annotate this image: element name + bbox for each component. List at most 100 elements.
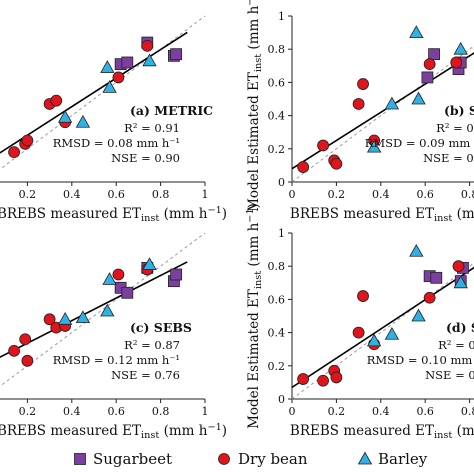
y-tick-label: 0.2 xyxy=(268,360,286,373)
legend-marker xyxy=(74,453,86,465)
panel-title: (a) METRIC xyxy=(130,103,213,118)
panel-title: (b) SEBAL xyxy=(444,103,474,118)
data-point xyxy=(366,139,382,153)
data-point xyxy=(357,290,369,302)
data-point xyxy=(297,373,310,385)
data-point xyxy=(452,260,465,273)
data-point xyxy=(21,134,34,147)
one-to-one-line xyxy=(0,15,206,170)
x-tick-label: 0.2 xyxy=(328,405,346,418)
data-point xyxy=(409,243,424,257)
data-point xyxy=(357,78,369,90)
x-tick-label: 0 xyxy=(289,405,296,418)
x-tick-label: 0.2 xyxy=(19,188,37,201)
panel-b: 00.20.40.60.8100.20.40.60.81(b) SEBALR² … xyxy=(245,0,474,224)
data-point xyxy=(50,94,63,107)
data-point xyxy=(352,326,365,339)
data-point xyxy=(142,257,157,270)
y-tick-label: 0.4 xyxy=(268,110,286,123)
panel-title: (c) SEBS xyxy=(130,320,192,335)
legend-marker xyxy=(218,453,230,465)
stat-line: NSE = 0.90 xyxy=(111,151,180,165)
data-point xyxy=(297,161,310,173)
data-point xyxy=(75,310,91,324)
legend-label: Barley xyxy=(378,450,428,468)
data-point xyxy=(75,114,91,128)
data-point xyxy=(21,354,34,367)
legend-marker xyxy=(357,451,373,465)
x-tick-label: 0.8 xyxy=(461,405,474,418)
data-point xyxy=(141,39,154,52)
data-point xyxy=(453,41,468,55)
data-point xyxy=(430,271,443,284)
data-point xyxy=(330,371,343,384)
y-axis-title: Model Estimated ETinst (mm h−1) xyxy=(245,203,264,429)
stat-line: RMSD = 0.10 mm h⁻¹ xyxy=(367,353,474,367)
panel-title: (d) S-SEBI xyxy=(446,320,474,335)
data-point xyxy=(100,60,115,73)
data-point xyxy=(411,91,426,105)
data-point xyxy=(423,58,436,71)
y-tick-label: 0.8 xyxy=(268,43,286,56)
one-to-one-line xyxy=(0,232,206,387)
legend-item-dry-bean: Dry bean xyxy=(218,450,308,468)
series-barley xyxy=(57,257,157,325)
data-point xyxy=(57,109,73,123)
data-point xyxy=(142,53,157,67)
x-tick-label: 0.6 xyxy=(107,405,125,418)
data-point xyxy=(170,268,183,281)
data-point xyxy=(384,96,400,110)
data-point xyxy=(423,291,436,304)
x-tick-label: 0.8 xyxy=(461,188,474,201)
y-tick-label: 0.6 xyxy=(268,76,286,89)
data-point xyxy=(366,333,382,347)
data-point xyxy=(421,71,434,84)
stat-line: R² = 0.88 xyxy=(436,121,474,135)
data-point xyxy=(317,139,329,152)
stat-line: R² = 0.91 xyxy=(124,121,180,135)
stat-line: R² = 0.87 xyxy=(124,338,180,352)
data-point xyxy=(112,71,125,84)
data-point xyxy=(384,326,400,340)
series-dry-bean xyxy=(8,39,154,159)
legend-item-sugarbeet: Sugarbeet xyxy=(74,450,172,468)
stat-line: NSE = 0.86 xyxy=(423,151,474,165)
y-tick-label: 1 xyxy=(278,227,285,240)
y-tick-label: 0.2 xyxy=(268,143,286,156)
series-dry-bean xyxy=(297,56,463,173)
y-tick-label: 0 xyxy=(278,393,285,406)
one-to-one-line xyxy=(291,262,474,400)
x-tick-label: 0.4 xyxy=(372,188,390,201)
y-tick-label: 0.4 xyxy=(268,327,286,340)
data-point xyxy=(102,272,117,285)
data-point xyxy=(19,333,32,346)
data-point xyxy=(330,157,343,170)
data-point xyxy=(352,98,365,110)
x-tick-label: 0.4 xyxy=(372,405,390,418)
data-point xyxy=(453,275,468,289)
x-tick-label: 0.4 xyxy=(63,405,81,418)
x-tick-label: 1 xyxy=(202,405,209,418)
legend-label: Sugarbeet xyxy=(93,450,172,468)
series-barley xyxy=(57,53,157,128)
data-point xyxy=(57,312,73,325)
data-point xyxy=(102,80,117,93)
data-point xyxy=(8,146,20,159)
stat-line: RMSD = 0.08 mm h⁻¹ xyxy=(53,136,180,150)
stat-line: RMSD = 0.12 mm h⁻¹ xyxy=(53,353,180,367)
legend-item-barley: Barley xyxy=(357,450,428,468)
x-tick-label: 0.6 xyxy=(416,405,434,418)
x-axis-title: BREBS measured ETinst (mm h−1) xyxy=(290,205,474,224)
data-point xyxy=(121,286,134,299)
stat-line: R² = 0.85 xyxy=(438,338,474,352)
data-point xyxy=(411,308,426,322)
data-point xyxy=(112,268,125,281)
panel-a: 00.20.40.60.8100.20.40.60.81(a) METRICR²… xyxy=(0,15,227,224)
stat-line: RMSD = 0.09 mm h⁻¹ xyxy=(365,136,474,150)
x-tick-label: 0.6 xyxy=(107,188,125,201)
data-point xyxy=(8,344,20,357)
y-tick-label: 0.6 xyxy=(268,293,286,306)
y-tick-label: 0.8 xyxy=(268,260,286,273)
y-axis-title: Model Estimated ETinst (mm h−1) xyxy=(245,0,264,212)
regression-line xyxy=(0,31,188,154)
